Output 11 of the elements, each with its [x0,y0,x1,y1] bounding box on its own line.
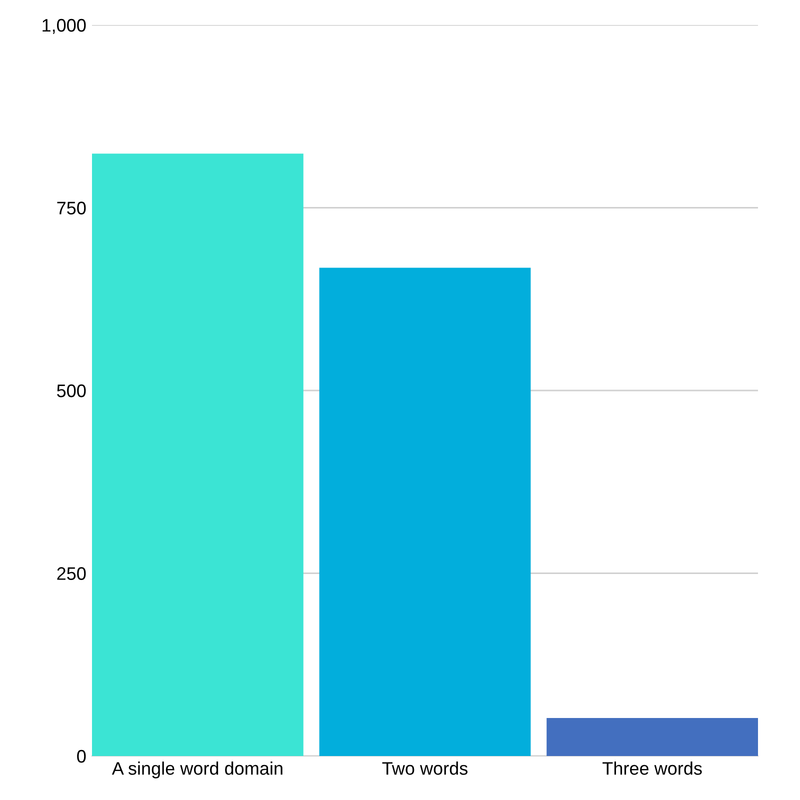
y-tick-label: 250 [57,567,86,580]
y-tick-label: 0 [77,750,86,763]
y-tick-label: 1,000 [42,18,86,34]
y-tick-label: 500 [57,384,86,398]
bar [92,154,304,756]
y-tick-label: 750 [57,202,86,214]
x-tick-label: Three words [602,762,702,775]
x-tick-label: A single word domain [112,762,282,778]
bar [319,268,531,756]
bar [546,718,758,756]
x-tick-label: Two words [382,762,468,775]
